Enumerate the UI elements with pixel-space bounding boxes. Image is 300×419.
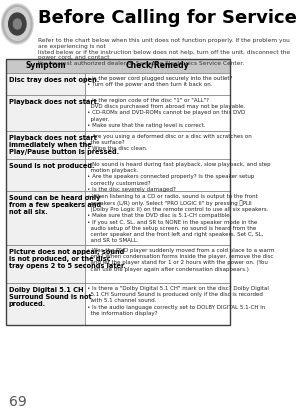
Text: Before Calling for Service: Before Calling for Service <box>38 9 297 27</box>
Bar <box>6 131 85 159</box>
Bar <box>85 131 230 159</box>
Text: • Is the region code of the disc "1" or "ALL"?
  DVD discs purchased from abroad: • Is the region code of the disc "1" or … <box>88 98 246 128</box>
Bar <box>85 283 230 325</box>
Text: Sound can be heard only
from a few speakers and
not all six.: Sound can be heard only from a few speak… <box>9 195 101 215</box>
Bar <box>6 59 230 73</box>
Bar <box>85 73 230 95</box>
Bar <box>6 283 85 325</box>
Text: 69: 69 <box>10 395 27 409</box>
Text: • Are you using a deformed disc or a disc with scratches on
  the surface?
• Wip: • Are you using a deformed disc or a dis… <box>88 134 252 151</box>
Text: Playback does not start.: Playback does not start. <box>9 99 99 105</box>
Text: Symptom: Symptom <box>26 62 66 70</box>
Circle shape <box>2 4 33 44</box>
Text: Sound is not produced.: Sound is not produced. <box>9 163 94 169</box>
Text: • When listening to a CD or radio, sound is output to the front
  speakers (L/R): • When listening to a CD or radio, sound… <box>88 194 269 243</box>
Bar <box>85 159 230 191</box>
Circle shape <box>14 19 21 29</box>
Bar <box>6 191 85 245</box>
Bar <box>6 95 85 131</box>
Text: Dolby Digital 5.1 CH
Surround Sound is not
produced.: Dolby Digital 5.1 CH Surround Sound is n… <box>9 287 91 307</box>
Circle shape <box>9 13 26 35</box>
Text: • Is the power cord plugged securely into the outlet?
• Turn off the power and t: • Is the power cord plugged securely int… <box>88 76 233 87</box>
Text: • Is there a "Dolby Digital 5.1 CH" mark on the disc? Dolby Digital
  5.1 CH Sur: • Is there a "Dolby Digital 5.1 CH" mark… <box>88 286 269 316</box>
Bar <box>6 59 230 325</box>
Bar <box>85 191 230 245</box>
Bar <box>85 245 230 283</box>
Text: Check/Remedy: Check/Remedy <box>126 62 189 70</box>
Text: Refer to the chart below when this unit does not function properly. If the probl: Refer to the chart below when this unit … <box>38 38 290 66</box>
Bar <box>6 159 85 191</box>
Text: • Was the DVD player suddenly moved from a cold place to a warm
  one? When cond: • Was the DVD player suddenly moved from… <box>88 248 275 272</box>
Bar <box>6 73 85 95</box>
Bar <box>6 245 85 283</box>
Text: • No sound is heard during fast playback, slow playback, and step
  motion playb: • No sound is heard during fast playback… <box>88 162 271 192</box>
Bar <box>85 95 230 131</box>
Text: Disc tray does not open.: Disc tray does not open. <box>9 77 99 83</box>
Text: Picture does not appear, sound
is not produced, or the disc
tray opens 2 to 5 se: Picture does not appear, sound is not pr… <box>9 249 125 269</box>
Text: Playback does not start
immediately when the
Play/Pause button is pressed.: Playback does not start immediately when… <box>9 135 119 155</box>
